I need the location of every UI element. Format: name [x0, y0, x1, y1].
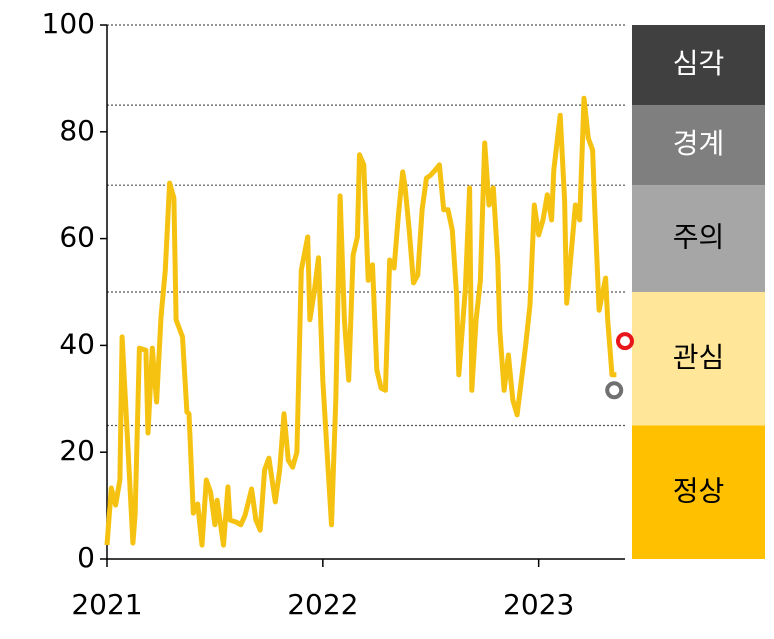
band-label: 관심 — [673, 341, 725, 374]
band-label: 정상 — [673, 474, 725, 507]
band-label: 심각 — [673, 47, 725, 80]
y-tick-label: 100 — [42, 7, 95, 40]
x-tick-label: 2022 — [287, 588, 358, 621]
x-tick-label: 2021 — [71, 588, 142, 621]
threshold-band — [632, 292, 765, 426]
y-tick-label: 20 — [59, 434, 95, 467]
marker — [616, 332, 634, 351]
y-tick-label: 0 — [77, 541, 95, 574]
data-line — [104, 95, 617, 548]
y-tick-label: 60 — [59, 221, 95, 254]
marker — [605, 381, 624, 400]
band-label: 주의 — [673, 221, 725, 254]
band-label: 경계 — [673, 127, 725, 160]
threshold-band — [632, 185, 765, 292]
threshold-band — [632, 105, 765, 186]
y-tick-label: 80 — [59, 114, 95, 147]
x-tick-label: 2023 — [503, 588, 574, 621]
y-tick-label: 40 — [59, 327, 95, 360]
threshold-band — [632, 25, 765, 106]
threshold-band — [632, 425, 765, 559]
